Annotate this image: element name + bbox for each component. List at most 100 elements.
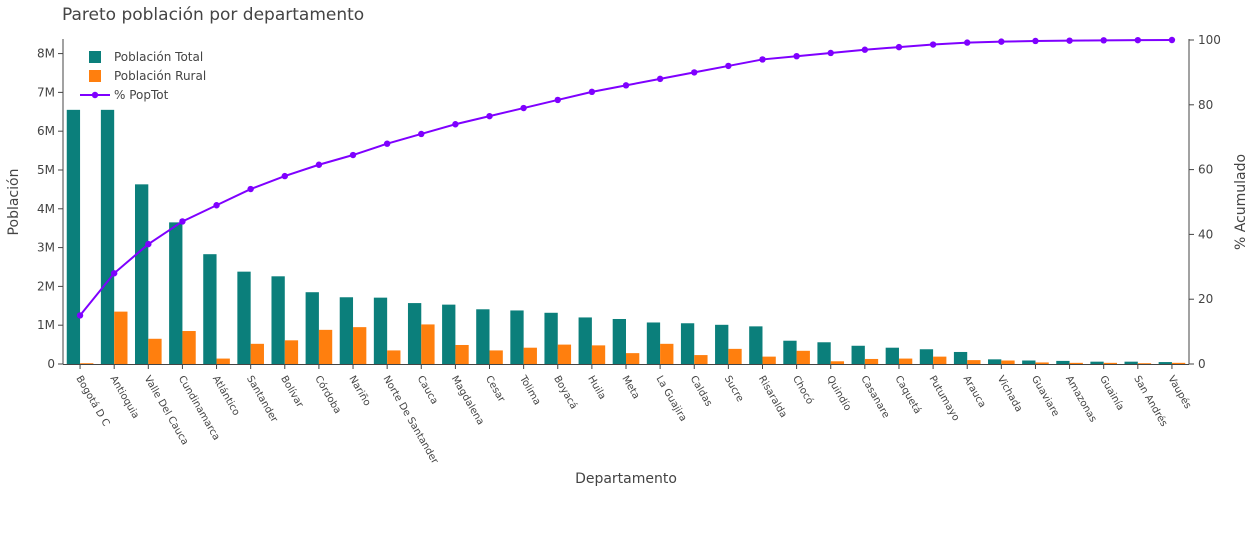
y2-tick-label: 60 bbox=[1198, 163, 1213, 177]
point-pct-poptot bbox=[213, 202, 220, 209]
point-pct-poptot bbox=[588, 88, 596, 96]
x-tick-label: Cesar bbox=[483, 374, 507, 405]
y-tick-label: 8M bbox=[37, 47, 55, 61]
bar-poblacion-rural bbox=[148, 338, 162, 364]
point-pct-poptot bbox=[418, 130, 425, 138]
bar-poblacion-total bbox=[1124, 361, 1138, 364]
y-tick-label: 6M bbox=[37, 124, 55, 138]
point-pct-poptot bbox=[1100, 37, 1107, 44]
x-tick-label: San Andrés bbox=[1131, 374, 1170, 429]
bar-poblacion-total bbox=[339, 297, 354, 364]
bar-poblacion-rural bbox=[1171, 362, 1186, 364]
point-pct-poptot bbox=[929, 41, 937, 48]
bar-poblacion-rural bbox=[762, 356, 776, 364]
point-pct-poptot bbox=[452, 121, 459, 128]
bar-poblacion-rural bbox=[626, 353, 640, 364]
bar-poblacion-total bbox=[442, 304, 456, 364]
bar-poblacion-total bbox=[885, 347, 899, 364]
point-pct-poptot bbox=[554, 96, 561, 104]
y2-tick-label: 100 bbox=[1198, 33, 1221, 47]
bar-poblacion-total bbox=[578, 317, 592, 364]
point-pct-poptot bbox=[759, 56, 766, 63]
point-pct-poptot bbox=[895, 43, 903, 51]
point-pct-poptot bbox=[247, 185, 254, 193]
x-tick-label: Caquetá bbox=[892, 374, 923, 416]
bar-poblacion-rural bbox=[591, 345, 606, 364]
x-tick-label: Atlántico bbox=[210, 374, 242, 418]
point-pct-poptot bbox=[145, 240, 152, 248]
bar-poblacion-rural bbox=[1069, 362, 1083, 364]
bar-poblacion-total bbox=[305, 292, 319, 364]
point-pct-poptot bbox=[1066, 37, 1073, 44]
x-tick-label: Chocó bbox=[790, 374, 816, 407]
y-tick-label: 1M bbox=[37, 318, 55, 332]
bar-poblacion-rural bbox=[523, 347, 537, 364]
x-tick-label: Meta bbox=[619, 374, 641, 401]
x-tick-label: Boyacá bbox=[551, 374, 580, 412]
x-tick-label: Vichada bbox=[995, 374, 1024, 414]
bar-poblacion-total bbox=[817, 342, 831, 364]
bar-poblacion-total bbox=[953, 351, 968, 364]
bar-poblacion-rural bbox=[1137, 363, 1152, 364]
bar-poblacion-rural bbox=[114, 311, 128, 364]
bar-poblacion-rural bbox=[353, 327, 367, 364]
legend-swatch bbox=[89, 70, 101, 82]
x-tick-label: Arauca bbox=[961, 374, 988, 410]
bar-poblacion-rural bbox=[728, 348, 742, 364]
bar-poblacion-total bbox=[169, 222, 183, 364]
x-tick-label: Vaupés bbox=[1165, 374, 1194, 411]
x-tick-label: Santander bbox=[244, 374, 280, 425]
bar-poblacion-rural bbox=[421, 324, 435, 364]
y-axis-title: Población bbox=[6, 169, 22, 236]
bar-poblacion-rural bbox=[489, 350, 503, 364]
point-pct-poptot bbox=[827, 49, 834, 57]
bar-poblacion-total bbox=[373, 297, 388, 364]
bar-poblacion-total bbox=[66, 109, 81, 364]
bar-poblacion-rural bbox=[216, 358, 230, 364]
x-tick-label: Putumayo bbox=[926, 374, 961, 423]
x-tick-label: Bogotá D C bbox=[73, 374, 112, 429]
point-pct-poptot bbox=[1168, 36, 1176, 44]
y2-axis-title: % Acumulado bbox=[1233, 154, 1249, 250]
x-tick-label: Caldas bbox=[688, 374, 714, 409]
point-pct-poptot bbox=[725, 62, 732, 70]
x-tick-label: Tolima bbox=[517, 373, 543, 407]
x-tick-label: Bolívar bbox=[278, 374, 306, 411]
bar-poblacion-total bbox=[1056, 360, 1070, 364]
bar-poblacion-total bbox=[715, 324, 729, 364]
bar-poblacion-rural bbox=[967, 360, 981, 364]
point-pct-poptot bbox=[349, 151, 357, 159]
point-pct-poptot bbox=[520, 104, 527, 112]
x-tick-label: La Guajira bbox=[654, 374, 689, 424]
legend: Población Total Población Rural % PopTot bbox=[80, 50, 206, 102]
legend-label: Población Rural bbox=[114, 69, 206, 83]
bar-poblacion-rural bbox=[318, 329, 333, 364]
y-tick-label: 0 bbox=[47, 357, 55, 371]
point-pct-poptot bbox=[861, 46, 869, 53]
y2-tick-label: 0 bbox=[1198, 357, 1206, 371]
bar-poblacion-total bbox=[1158, 362, 1172, 364]
bar-poblacion-total bbox=[407, 303, 422, 364]
legend-label: % PopTot bbox=[114, 88, 169, 102]
bar-poblacion-rural bbox=[796, 350, 810, 364]
y2-tick-label: 20 bbox=[1198, 292, 1213, 306]
x-axis-title: Departamento bbox=[575, 471, 677, 487]
bar-poblacion-total bbox=[919, 349, 934, 364]
point-pct-poptot bbox=[110, 270, 118, 277]
bar-poblacion-total bbox=[1090, 361, 1104, 364]
bar-poblacion-rural bbox=[1035, 362, 1049, 364]
y-tick-label: 2M bbox=[37, 279, 55, 293]
point-pct-poptot bbox=[76, 312, 84, 319]
bar-poblacion-total bbox=[271, 276, 285, 364]
bar-poblacion-total bbox=[680, 323, 695, 364]
bar-poblacion-rural bbox=[455, 344, 469, 364]
x-tick-label: Cauca bbox=[415, 374, 440, 406]
x-tick-label: Quindío bbox=[824, 374, 854, 413]
x-tick-label: Córdoba bbox=[312, 374, 343, 416]
bar-poblacion-total bbox=[476, 309, 490, 364]
bar-poblacion-total bbox=[1022, 360, 1036, 364]
point-pct-poptot bbox=[315, 161, 323, 168]
chart-title: Pareto población por departamento bbox=[62, 5, 364, 25]
legend-label: Población Total bbox=[114, 50, 203, 64]
